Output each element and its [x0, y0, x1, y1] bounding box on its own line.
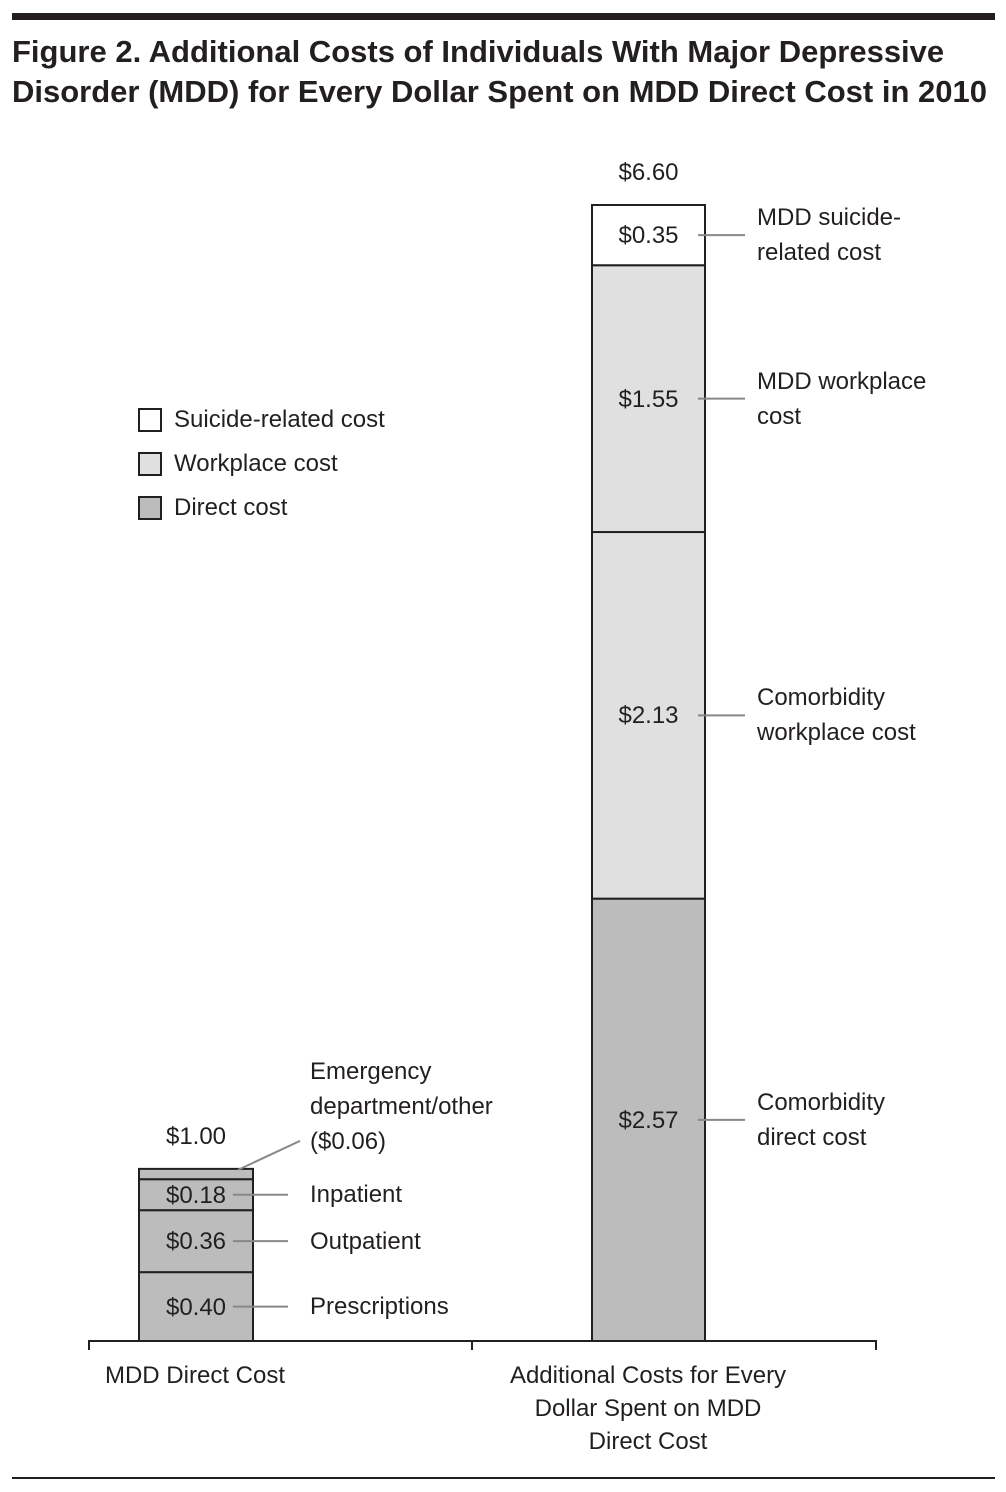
- segment-label: MDD workplace cost: [757, 367, 927, 430]
- bar-segment: [591, 531, 706, 900]
- bar-segment: [591, 897, 706, 1342]
- chart-title: Figure 2. Additional Costs of Individual…: [12, 34, 987, 109]
- legend-swatch: [138, 496, 162, 520]
- value-label: $0.35: [618, 222, 679, 250]
- total-label: $1.00: [165, 1122, 227, 1150]
- bar-segment: [138, 1167, 254, 1181]
- x-tick-label: Additional Costs for Every Dollar Spent …: [509, 1362, 787, 1455]
- value-label: $0.36: [165, 1228, 227, 1256]
- legend-swatch: [138, 452, 162, 476]
- value-label: $0.18: [165, 1181, 227, 1209]
- segment-label: Comorbidity direct cost: [757, 1088, 886, 1151]
- legend-swatch: [138, 408, 162, 432]
- bar-segment: [591, 204, 706, 267]
- x-tick-label: MDD Direct Cost: [104, 1362, 285, 1389]
- bottom-rule: [12, 1477, 995, 1479]
- value-label: $2.13: [618, 702, 679, 730]
- segment-label: Outpatient: [310, 1227, 421, 1255]
- segment-label: Emergency department/other ($0.06): [310, 1057, 493, 1155]
- value-label: $0.40: [165, 1293, 227, 1321]
- legend-label: Direct cost: [174, 494, 288, 521]
- legend-label: Workplace cost: [174, 450, 338, 477]
- segment-label: Comorbidity workplace cost: [757, 684, 916, 747]
- value-label: $2.57: [618, 1106, 679, 1134]
- legend-label: Suicide-related cost: [174, 406, 385, 433]
- segment-label: MDD suicide-related cost: [757, 204, 902, 267]
- total-label: $6.60: [618, 159, 679, 186]
- segment-label: Prescriptions: [310, 1293, 449, 1321]
- top-rule: [12, 13, 995, 20]
- leader-line: [237, 1139, 301, 1171]
- value-label: $1.55: [618, 385, 679, 413]
- segment-label: Inpatient: [310, 1181, 403, 1209]
